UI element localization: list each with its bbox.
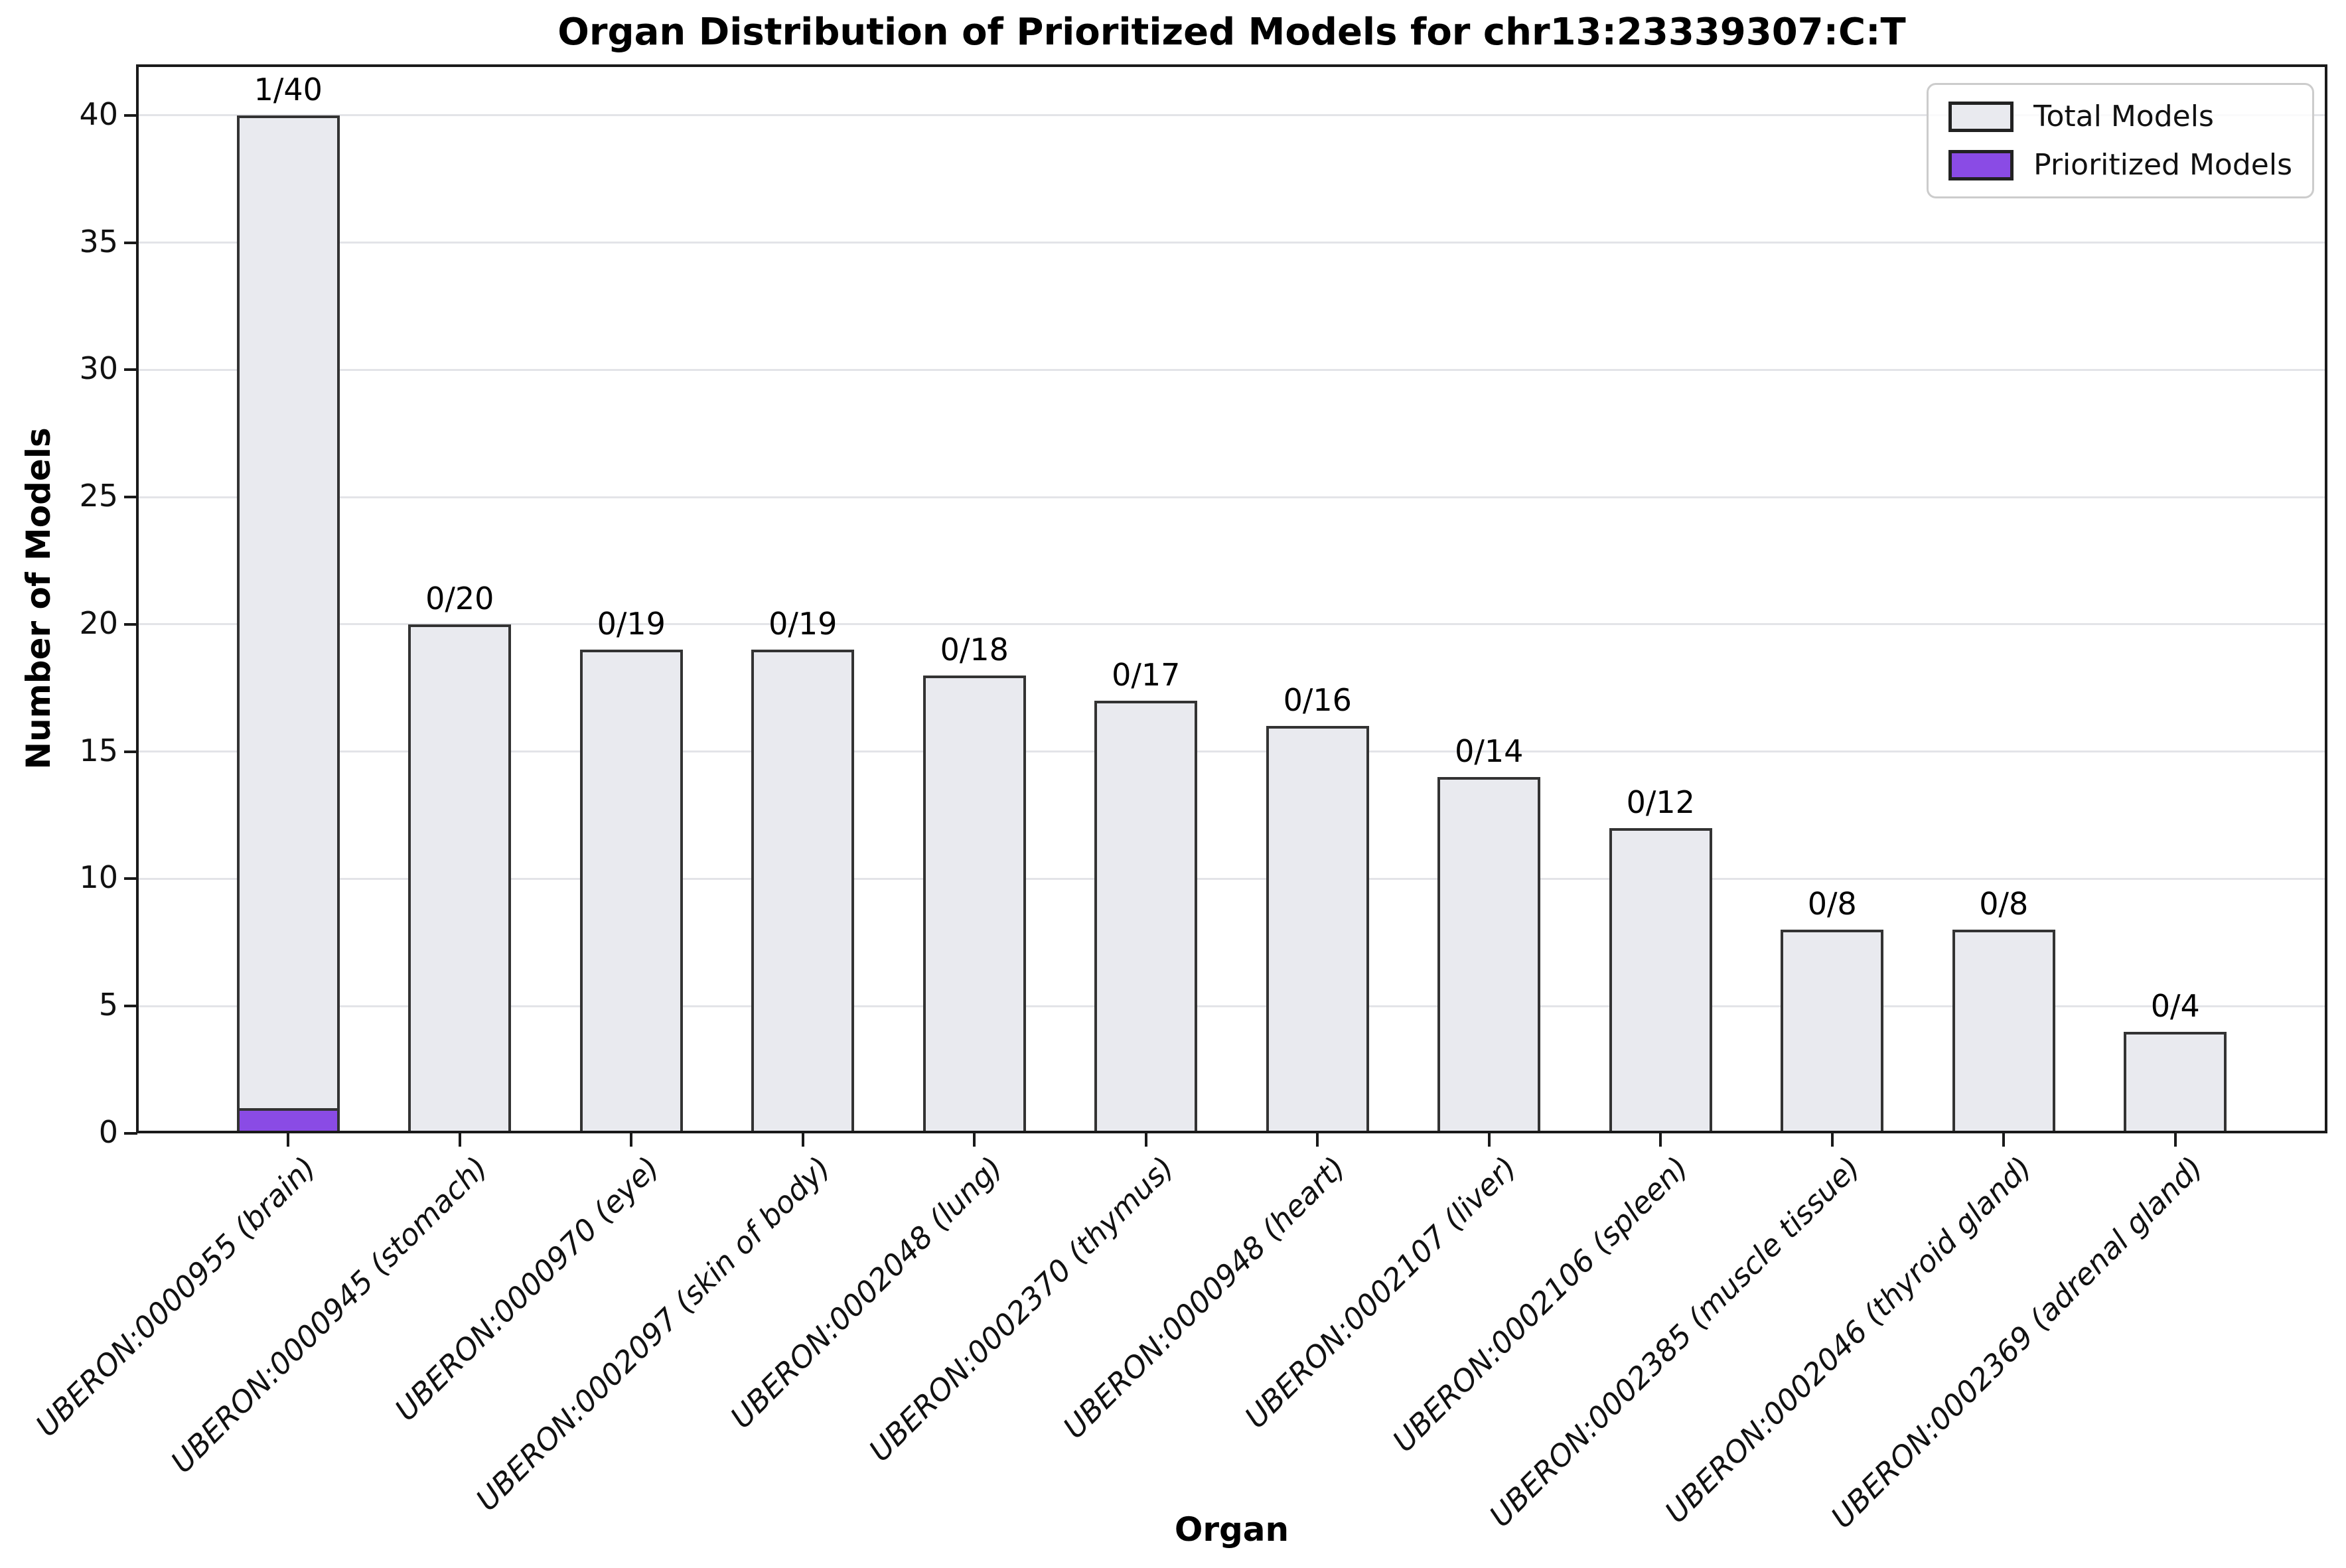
- bar-total: [1952, 930, 2055, 1133]
- prioritized-models-swatch: [1948, 149, 2014, 180]
- y-tick-label: 40: [79, 96, 118, 132]
- x-tick-label: UBERON:0000955 (brain): [29, 1149, 323, 1444]
- bar-total: [408, 624, 512, 1133]
- x-tick-label: UBERON:0000948 (heart): [1056, 1149, 1353, 1446]
- y-tick-label: 25: [79, 478, 118, 514]
- legend-label: Prioritized Models: [2033, 148, 2292, 182]
- y-tick: [124, 1132, 137, 1135]
- y-tick: [124, 241, 137, 244]
- legend-item-prioritized-models: Prioritized Models: [1948, 148, 2292, 182]
- bar-total: [1094, 700, 1198, 1133]
- legend-item-total-models: Total Models: [1948, 100, 2292, 133]
- bar-value-label: 0/4: [2150, 987, 2200, 1024]
- x-tick: [801, 1133, 804, 1147]
- x-tick-label: UBERON:0002385 (muscle tissue): [1482, 1149, 1867, 1534]
- bar-total: [236, 115, 340, 1133]
- gridline: [136, 623, 2327, 626]
- x-tick: [1487, 1133, 1491, 1147]
- bar-total: [579, 650, 683, 1133]
- chart-title: Organ Distribution of Prioritized Models…: [557, 11, 1906, 54]
- x-tick: [2173, 1133, 2177, 1147]
- x-tick: [1659, 1133, 1662, 1147]
- x-tick-label: UBERON:0002048 (lung): [723, 1149, 1009, 1436]
- x-tick-label: UBERON:0002369 (adrenal gland): [1824, 1149, 2210, 1535]
- x-tick-label: UBERON:0000945 (stomach): [164, 1149, 494, 1480]
- gridline: [136, 114, 2327, 117]
- y-tick-label: 5: [98, 987, 118, 1023]
- bar-total: [1437, 777, 1541, 1133]
- y-tick: [124, 1005, 137, 1008]
- bar-value-label: 1/40: [254, 71, 323, 107]
- x-tick-label: UBERON:0002370 (thymus): [861, 1149, 1181, 1468]
- legend: Total Models Prioritized Models: [1927, 83, 2314, 198]
- legend-label: Total Models: [2033, 100, 2214, 133]
- x-tick: [630, 1133, 633, 1147]
- x-tick: [1144, 1133, 1147, 1147]
- x-tick: [973, 1133, 976, 1147]
- x-tick-label: UBERON:0002097 (skin of body): [469, 1149, 838, 1518]
- total-models-swatch: [1948, 101, 2014, 132]
- x-tick: [1316, 1133, 1319, 1147]
- bar-value-label: 0/8: [1807, 886, 1857, 922]
- x-tick-label: UBERON:0002046 (thyroid gland): [1658, 1149, 2039, 1530]
- y-tick: [124, 622, 137, 626]
- gridline: [136, 242, 2327, 244]
- y-tick-label: 0: [98, 1114, 118, 1150]
- bar-value-label: 0/8: [1979, 886, 2029, 922]
- y-tick: [124, 750, 137, 753]
- y-tick-label: 35: [79, 223, 118, 259]
- y-tick: [124, 113, 137, 117]
- x-tick: [2002, 1133, 2006, 1147]
- bar-value-label: 0/16: [1283, 682, 1352, 719]
- y-tick: [124, 877, 137, 881]
- bar-total: [2124, 1031, 2227, 1133]
- y-tick-label: 10: [79, 859, 118, 896]
- plot-area: [136, 64, 2327, 1133]
- bar-total: [1781, 930, 1884, 1133]
- bar-total: [1609, 827, 1712, 1133]
- gridline: [136, 368, 2327, 371]
- x-tick: [458, 1133, 461, 1147]
- y-tick: [124, 368, 137, 372]
- bar-value-label: 0/18: [940, 631, 1009, 668]
- gridline: [136, 1005, 2327, 1007]
- bar-value-label: 0/12: [1626, 784, 1695, 820]
- y-tick-label: 30: [79, 350, 118, 387]
- bar-value-label: 0/17: [1112, 656, 1181, 693]
- gridline: [136, 750, 2327, 753]
- bar-value-label: 0/14: [1455, 733, 1524, 769]
- bar-value-label: 0/19: [769, 606, 838, 642]
- x-tick-label: UBERON:0002107 (liver): [1238, 1149, 1524, 1435]
- x-tick-label: UBERON:0002106 (spleen): [1386, 1149, 1696, 1459]
- bar-total: [751, 650, 855, 1133]
- bar-prioritized: [236, 1107, 340, 1133]
- bar-total: [922, 675, 1026, 1133]
- gridline: [136, 877, 2327, 880]
- x-tick: [1830, 1133, 1834, 1147]
- x-axis-label: Organ: [1174, 1510, 1289, 1549]
- bar-value-label: 0/20: [425, 580, 494, 616]
- bar-total: [1266, 726, 1369, 1133]
- gridline: [136, 496, 2327, 498]
- y-tick-label: 20: [79, 605, 118, 641]
- bar-value-label: 0/19: [597, 606, 666, 642]
- y-tick-label: 15: [79, 732, 118, 768]
- x-tick: [287, 1133, 290, 1147]
- y-tick: [124, 496, 137, 499]
